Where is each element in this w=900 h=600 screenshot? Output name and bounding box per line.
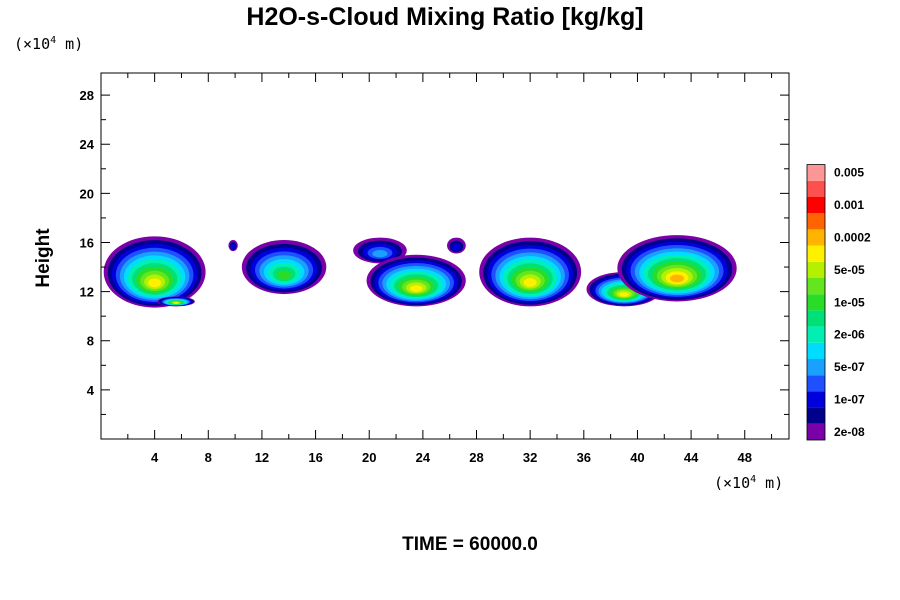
cloud-contour (277, 270, 292, 280)
colorbar: 2e-08 1e-07 5e-07 2e-06 1e-05 5e-05 0.0002 0.00… (806, 164, 871, 441)
x-tick-label: 8 (205, 450, 212, 465)
y-axis-label: Height (33, 228, 54, 288)
cloud-region-8 (479, 237, 582, 307)
x-tick-label: 28 (469, 450, 483, 465)
y-tick-label: 28 (80, 88, 94, 103)
cloud-contour (452, 243, 461, 251)
cloud-contour (173, 302, 179, 304)
colorbar-label: 5e-07 (834, 360, 865, 374)
y-axis-unit: (×104 m) (14, 35, 83, 53)
colorbar-label: 0.0002 (834, 231, 871, 245)
x-tick-label: 48 (738, 450, 752, 465)
cloud-region-10 (617, 235, 737, 302)
colorbar-swatch (807, 278, 825, 295)
x-tick-label: 4 (151, 450, 159, 465)
cloud-region-3 (228, 240, 238, 252)
y-tick-label: 8 (87, 334, 94, 349)
y-tick-label: 16 (80, 235, 94, 250)
colorbar-swatch (807, 197, 825, 214)
colorbar-swatch (807, 423, 825, 440)
colorbar-swatch (807, 310, 825, 327)
colorbar-label: 0.001 (834, 198, 864, 212)
colorbar-label: 2e-08 (834, 425, 865, 439)
x-tick-label: 44 (684, 450, 699, 465)
cloud-contour (669, 274, 685, 283)
time-label: TIME = 60000.0 (402, 534, 538, 555)
cloud-region-2 (157, 296, 195, 307)
cloud-field (103, 235, 737, 308)
colorbar-swatch (807, 294, 825, 311)
plot-frame (100, 72, 790, 440)
colorbar-swatch (807, 407, 825, 424)
cloud-region-5 (353, 237, 407, 264)
colorbar-swatch (807, 164, 825, 181)
y-tick-label: 24 (80, 137, 95, 152)
colorbar-swatch (807, 245, 825, 262)
x-tick-label: 12 (255, 450, 269, 465)
colorbar-swatch (807, 391, 825, 408)
cloud-region-7 (447, 237, 466, 254)
colorbar-swatch (807, 375, 825, 392)
colorbar-label: 1e-05 (834, 295, 865, 309)
cloud-contour (231, 244, 236, 250)
cloud-region-4 (241, 240, 327, 295)
colorbar-label: 0.005 (834, 166, 864, 180)
chart-title: H2O-s-Cloud Mixing Ratio [kg/kg] (246, 3, 643, 31)
colorbar-label: 2e-06 (834, 328, 865, 342)
x-tick-label: 20 (362, 450, 376, 465)
cloud-region-6 (366, 254, 466, 307)
x-tick-label: 36 (577, 450, 591, 465)
colorbar-swatch (807, 359, 825, 376)
colorbar-swatch (807, 261, 825, 278)
cloud-contour (372, 250, 388, 258)
x-axis-unit: (×104 m) (714, 474, 783, 492)
y-tick-label: 12 (80, 285, 94, 300)
x-tick-label: 16 (308, 450, 322, 465)
colorbar-label: 5e-05 (834, 263, 865, 277)
x-tick-label: 32 (523, 450, 537, 465)
cloud-contour (148, 278, 162, 288)
cloud-contour (619, 292, 629, 297)
colorbar-swatch (807, 229, 825, 246)
cloud-contour (409, 285, 423, 292)
colorbar-frame (806, 164, 826, 441)
colorbar-label: 1e-07 (834, 393, 865, 407)
y-tick-label: 20 (80, 186, 94, 201)
cloud-region-1 (103, 236, 206, 308)
x-tick-label: 40 (630, 450, 644, 465)
colorbar-swatch (807, 213, 825, 230)
x-tick-label: 24 (416, 450, 431, 465)
cloud-contour (523, 278, 537, 287)
y-tick-label: 4 (87, 383, 95, 398)
colorbar-swatch (807, 180, 825, 197)
colorbar-swatch (807, 342, 825, 359)
colorbar-swatch (807, 326, 825, 343)
